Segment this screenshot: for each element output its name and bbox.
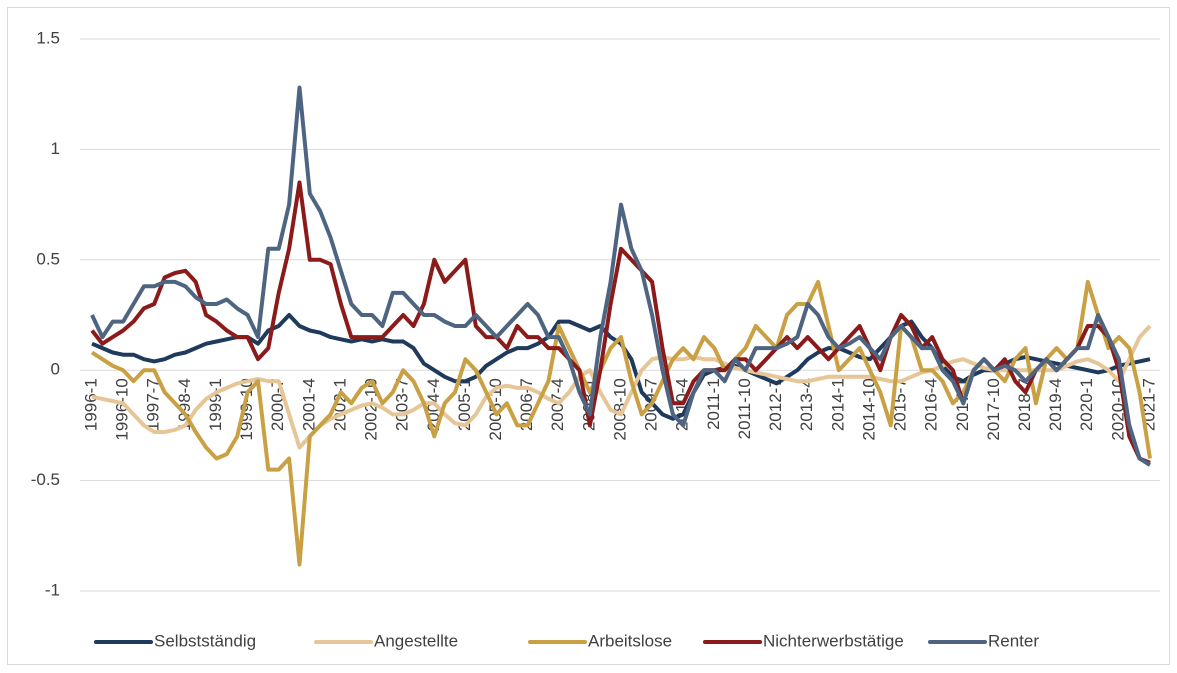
x-tick-label: 2013-4 [797,378,816,431]
x-tick-label: 2014-1 [828,378,847,431]
y-tick-label: 1.5 [36,28,60,47]
y-tick-label: 1 [51,139,60,158]
legend-label: Renter [988,631,1039,650]
legend-item: Angestellte [314,631,458,650]
x-tick-label: 2003-7 [393,378,412,431]
x-tick-label: 2017-10 [984,378,1003,440]
legend-label: Selbstständig [154,631,256,650]
x-tick-label: 2001-4 [299,378,318,431]
x-tick-label: 2016-4 [922,378,941,431]
legend-label: Angestellte [374,631,458,650]
x-tick-label: 2008-10 [610,378,629,440]
legend-item: Selbstständig [94,631,256,650]
x-tick-label: 1996-1 [81,378,100,431]
legend-label: Arbeitslose [588,631,672,650]
series-line [90,85,1152,467]
x-tick-label: 2014-10 [859,378,878,440]
x-tick-label: 2020-1 [1077,378,1096,431]
y-tick-label: -1 [45,580,60,599]
legend-item: Nichterwerbstätige [703,631,904,650]
x-tick-label: 2011-10 [735,378,754,439]
x-tick-label: 2018-7 [1015,378,1034,431]
x-tick-label: 2012-7 [766,378,785,431]
y-tick-label: 0 [51,360,60,379]
y-tick-label: -0.5 [31,470,60,489]
x-tick-label: 1996-10 [113,378,132,440]
x-tick-label: 2005-1 [455,378,474,431]
series-line [91,324,1152,450]
y-tick-label: 0.5 [36,249,60,268]
x-tick-label: 2011-1 [704,378,723,430]
x-tick-label: 1999-1 [206,378,225,431]
x-tick-label: 1997-7 [144,378,163,431]
legend-label: Nichterwerbstätige [763,631,904,650]
x-tick-label: 2019-4 [1046,378,1065,431]
legend-item: Arbeitslose [528,631,672,650]
legend-item: Renter [928,631,1039,650]
chart-border [7,7,1170,665]
